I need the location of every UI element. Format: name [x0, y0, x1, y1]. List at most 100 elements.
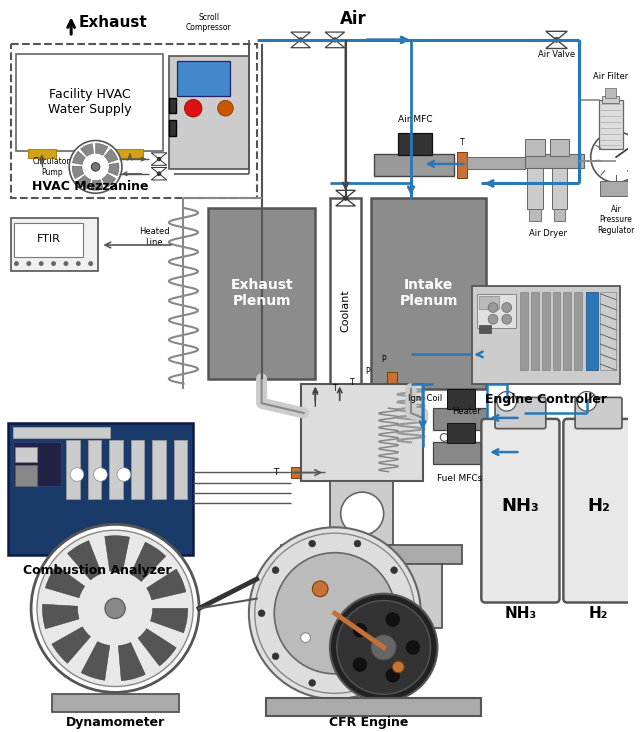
Text: T: T — [460, 138, 464, 147]
Text: Intake
Plenum: Intake Plenum — [399, 277, 458, 308]
Wedge shape — [138, 629, 176, 666]
FancyBboxPatch shape — [586, 292, 598, 370]
Text: FTIR: FTIR — [36, 234, 61, 244]
FancyBboxPatch shape — [67, 441, 80, 499]
FancyBboxPatch shape — [554, 209, 565, 220]
Circle shape — [299, 38, 303, 42]
Text: T: T — [333, 384, 337, 394]
Wedge shape — [72, 166, 84, 179]
Polygon shape — [336, 198, 355, 206]
FancyBboxPatch shape — [447, 389, 474, 409]
Circle shape — [308, 540, 316, 547]
Circle shape — [93, 468, 108, 482]
Circle shape — [497, 392, 516, 411]
Text: NH₃: NH₃ — [504, 606, 536, 621]
Circle shape — [333, 38, 337, 42]
FancyBboxPatch shape — [529, 209, 541, 220]
Wedge shape — [118, 643, 145, 681]
FancyBboxPatch shape — [479, 296, 499, 310]
Circle shape — [184, 100, 202, 117]
Polygon shape — [151, 159, 167, 165]
Circle shape — [354, 540, 361, 547]
Circle shape — [117, 468, 131, 482]
Polygon shape — [325, 40, 344, 48]
Text: Engine Controller: Engine Controller — [484, 394, 607, 406]
Circle shape — [344, 196, 348, 200]
FancyBboxPatch shape — [575, 397, 622, 429]
Text: Fuel MFCs: Fuel MFCs — [437, 474, 483, 482]
FancyBboxPatch shape — [208, 208, 316, 379]
FancyBboxPatch shape — [602, 96, 619, 103]
FancyBboxPatch shape — [169, 120, 175, 135]
Circle shape — [353, 658, 367, 671]
FancyBboxPatch shape — [605, 88, 616, 97]
FancyBboxPatch shape — [550, 138, 569, 156]
Text: Air
Pressure
Regulator: Air Pressure Regulator — [597, 205, 635, 235]
FancyBboxPatch shape — [330, 482, 394, 545]
Wedge shape — [67, 541, 102, 580]
Circle shape — [88, 261, 93, 266]
Text: P: P — [365, 367, 371, 376]
FancyBboxPatch shape — [131, 441, 145, 499]
Circle shape — [301, 632, 310, 643]
Text: Coolant: Coolant — [340, 289, 351, 332]
Circle shape — [502, 302, 511, 313]
FancyBboxPatch shape — [520, 292, 528, 370]
FancyBboxPatch shape — [447, 423, 474, 444]
Wedge shape — [72, 152, 86, 165]
Text: Air: Air — [340, 10, 367, 29]
FancyBboxPatch shape — [28, 149, 56, 158]
Polygon shape — [291, 32, 310, 40]
Circle shape — [353, 624, 367, 637]
Wedge shape — [95, 143, 108, 155]
FancyBboxPatch shape — [13, 442, 61, 486]
FancyBboxPatch shape — [552, 292, 561, 370]
FancyBboxPatch shape — [88, 441, 101, 499]
FancyBboxPatch shape — [169, 56, 249, 169]
Polygon shape — [151, 168, 167, 173]
Text: Heated
Line: Heated Line — [139, 228, 170, 247]
FancyBboxPatch shape — [340, 401, 351, 433]
Circle shape — [488, 302, 498, 313]
Text: Ign. Coil: Ign. Coil — [408, 395, 442, 403]
FancyBboxPatch shape — [152, 441, 166, 499]
FancyBboxPatch shape — [15, 447, 37, 462]
Circle shape — [554, 38, 559, 42]
FancyBboxPatch shape — [305, 564, 442, 628]
FancyBboxPatch shape — [15, 465, 37, 486]
FancyBboxPatch shape — [374, 154, 454, 176]
Text: Circulator
Pump: Circulator Pump — [33, 157, 70, 176]
Circle shape — [63, 261, 68, 266]
FancyBboxPatch shape — [8, 423, 193, 555]
Circle shape — [406, 640, 420, 654]
Circle shape — [51, 261, 56, 266]
FancyBboxPatch shape — [371, 198, 486, 389]
Text: Air Filter: Air Filter — [593, 72, 628, 81]
FancyBboxPatch shape — [398, 132, 431, 155]
Circle shape — [272, 567, 279, 574]
Polygon shape — [325, 32, 344, 40]
Circle shape — [390, 567, 397, 574]
Text: Scroll
Compressor: Scroll Compressor — [186, 12, 232, 32]
FancyBboxPatch shape — [330, 198, 361, 423]
Wedge shape — [52, 627, 90, 663]
Text: Exhaust: Exhaust — [79, 15, 148, 30]
Circle shape — [502, 314, 511, 324]
FancyBboxPatch shape — [457, 152, 467, 178]
Circle shape — [70, 468, 84, 482]
Circle shape — [31, 524, 199, 692]
Text: T: T — [350, 378, 355, 386]
FancyBboxPatch shape — [531, 292, 539, 370]
Circle shape — [275, 553, 396, 674]
Circle shape — [308, 679, 316, 687]
Circle shape — [26, 261, 31, 266]
FancyBboxPatch shape — [477, 294, 516, 328]
FancyBboxPatch shape — [563, 292, 571, 370]
Text: Exhaust
Plenum: Exhaust Plenum — [230, 277, 293, 308]
Circle shape — [272, 653, 279, 660]
Circle shape — [390, 653, 397, 660]
Circle shape — [371, 635, 396, 660]
Text: HVAC Mezzanine: HVAC Mezzanine — [33, 180, 149, 193]
Polygon shape — [546, 31, 567, 40]
FancyBboxPatch shape — [574, 292, 582, 370]
